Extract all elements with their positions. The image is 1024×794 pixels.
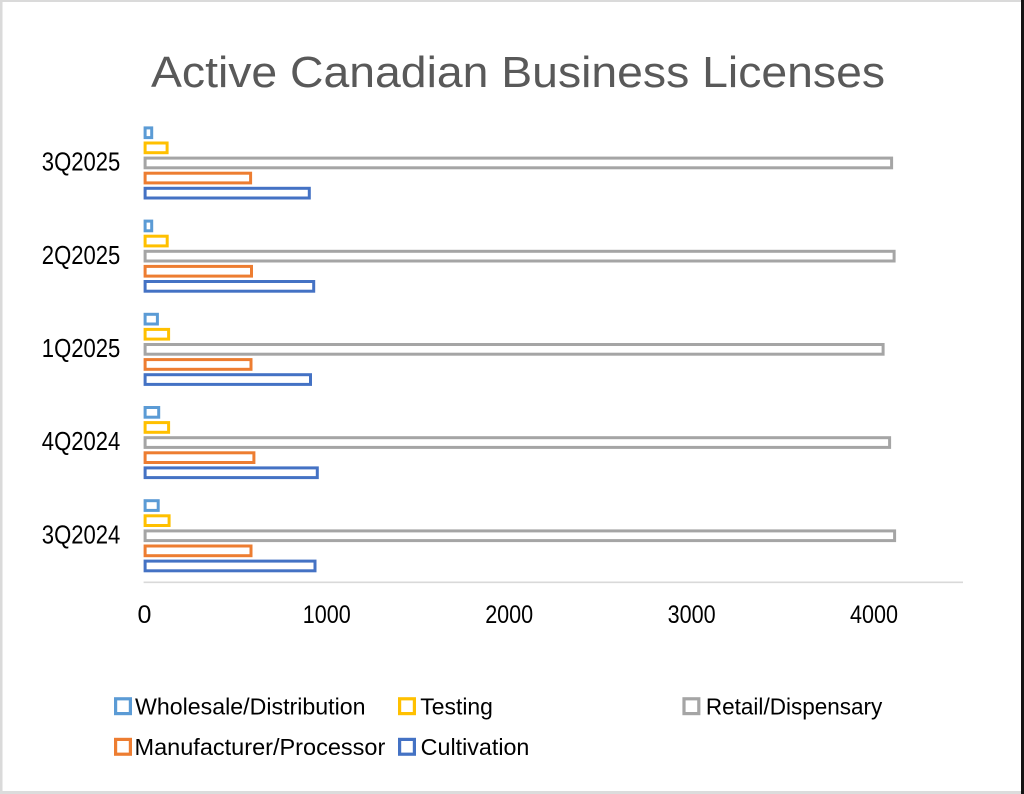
- svg-text:4Q2024: 4Q2024: [42, 428, 121, 456]
- svg-text:2Q2025: 2Q2025: [42, 242, 121, 270]
- svg-text:3Q2024: 3Q2024: [42, 521, 121, 549]
- svg-text:Wholesale/Distribution: Wholesale/Distribution: [135, 694, 366, 720]
- svg-text:3Q2025: 3Q2025: [42, 149, 121, 177]
- svg-text:Manufacturer/Processor: Manufacturer/Processor: [135, 734, 386, 760]
- svg-text:3000: 3000: [668, 601, 716, 629]
- svg-text:1000: 1000: [303, 601, 351, 629]
- svg-text:Testing: Testing: [420, 694, 493, 720]
- svg-text:Active Canadian Business Licen: Active Canadian Business Licenses: [151, 49, 885, 97]
- svg-text:4000: 4000: [850, 601, 898, 629]
- svg-text:1Q2025: 1Q2025: [42, 335, 121, 363]
- svg-text:Retail/Dispensary: Retail/Dispensary: [706, 694, 883, 720]
- svg-text:2000: 2000: [485, 601, 533, 629]
- svg-text:0: 0: [137, 601, 151, 629]
- svg-text:Cultivation: Cultivation: [421, 734, 530, 760]
